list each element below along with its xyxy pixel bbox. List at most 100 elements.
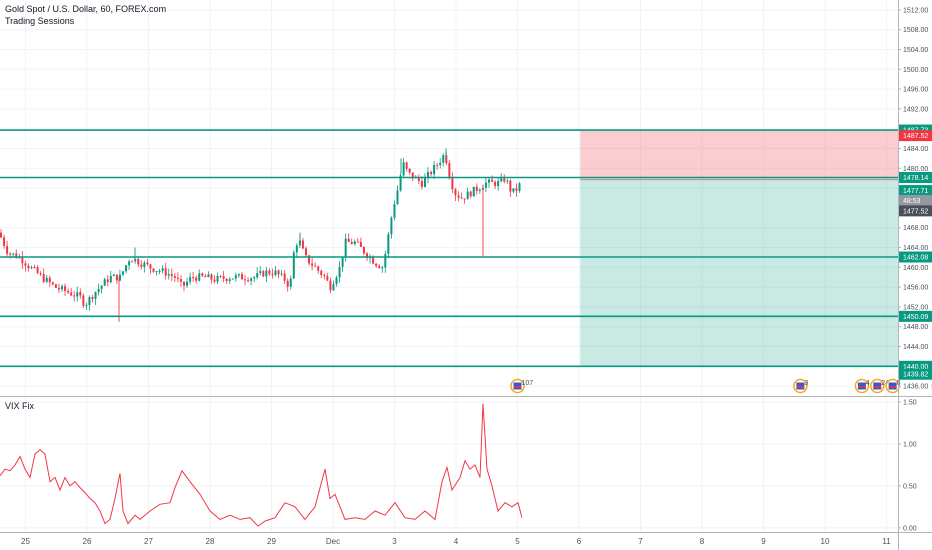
candle-body [24, 263, 27, 266]
time-tick-label: 6 [577, 537, 582, 546]
candle-body [448, 163, 451, 179]
candle-body [0, 232, 2, 238]
indicator-label: Trading Sessions [5, 16, 75, 26]
candle-body [381, 267, 384, 269]
candle-body [152, 268, 155, 272]
candle-body [149, 264, 152, 269]
price-tick-label: 1508.00 [903, 27, 928, 34]
candle-body [384, 253, 387, 268]
candle-body [359, 241, 362, 247]
candle-body [268, 270, 271, 275]
candle-body [317, 266, 320, 271]
price-axis-label: 1450.09 [903, 314, 928, 321]
time-tick-label: 5 [515, 537, 520, 546]
candle-body [509, 180, 512, 192]
candle-body [417, 176, 420, 181]
price-axis-label-box [899, 185, 932, 197]
candle-body [484, 182, 487, 188]
flag-icon-field [888, 382, 897, 390]
time-tick-label: 7 [638, 537, 643, 546]
price-tick-label: 1500.00 [903, 67, 928, 74]
price-axis-label-box [899, 130, 932, 142]
candle-body [33, 267, 36, 269]
candle-body [170, 274, 173, 276]
candle-body [430, 172, 433, 175]
candle-body [112, 274, 115, 276]
time-tick-label: 29 [267, 537, 276, 546]
candle-body [219, 276, 222, 278]
price-tick-label: 1444.00 [903, 344, 928, 351]
candle-body [347, 238, 350, 242]
vix-indicator-title: VIX Fix [5, 401, 35, 411]
candles [0, 148, 521, 322]
price-axis-label-box [899, 205, 932, 217]
candle-body [100, 285, 103, 289]
candle-body [216, 276, 219, 282]
vix-tick-label: 1.50 [903, 400, 917, 407]
candle-body [341, 257, 344, 267]
candle-body [305, 248, 307, 256]
candle-body [280, 273, 283, 275]
price-axis-label: 1487.52 [903, 133, 928, 140]
candle-body [231, 278, 234, 280]
candle-body [128, 261, 131, 266]
candle-body [228, 279, 231, 282]
candle-body [3, 237, 6, 246]
candle-body [396, 190, 399, 205]
price-tick-label: 1512.00 [903, 7, 928, 14]
candle-body [158, 270, 161, 272]
candle-body [353, 241, 356, 245]
candle-body [173, 275, 176, 278]
flag-icon-field [857, 382, 866, 390]
candle-body [301, 240, 304, 249]
candle-body [494, 181, 497, 187]
price-axis-label: 1477.52 [903, 208, 928, 215]
candle-body [48, 277, 51, 283]
price-axis-label-box [899, 368, 932, 380]
candle-body [54, 284, 57, 288]
price-tick-label: 1504.00 [903, 47, 928, 54]
candle-body [390, 217, 393, 235]
price-axis-label-box [899, 360, 932, 372]
candle-body [73, 295, 76, 297]
time-tick-label: 8 [700, 537, 705, 546]
stop-loss-zone [580, 130, 898, 180]
vix-fix-line [0, 403, 523, 527]
candle-body [478, 189, 481, 192]
candle-body [329, 280, 332, 291]
candle-body [88, 297, 91, 305]
price-axis-label-box [899, 172, 932, 184]
candle-body [137, 258, 140, 265]
chart-title: Gold Spot / U.S. Dollar, 60, FOREX.com [5, 4, 166, 14]
candle-body [64, 286, 67, 291]
candle-body [201, 273, 204, 276]
candle-body [79, 292, 82, 296]
candle-body [372, 257, 375, 264]
candle-body [9, 253, 12, 255]
candle-body [204, 275, 207, 278]
candle-body [234, 275, 237, 279]
candle-body [131, 261, 134, 263]
candle-body [411, 172, 414, 179]
candle-body [45, 277, 48, 282]
candle-body [393, 204, 396, 218]
flag-icon-field [873, 382, 882, 390]
candle-body [399, 175, 402, 191]
event-count-label: 4 [866, 380, 870, 387]
candle-body [82, 295, 85, 306]
candle-body [436, 164, 439, 166]
price-tick-label: 1460.00 [903, 265, 928, 272]
candle-body [314, 265, 317, 267]
price-axis-label: 1439.82 [903, 372, 928, 379]
event-count-label: 3 [804, 380, 808, 387]
price-axis-label-box [899, 310, 932, 322]
candle-body [427, 172, 429, 178]
candle-body [118, 274, 121, 281]
price-tick-label: 1480.00 [903, 166, 928, 173]
time-tick-label: Dec [326, 537, 340, 546]
candle-body [515, 188, 518, 191]
vix-tick-label: 1.00 [903, 441, 917, 448]
time-tick-label: 3 [392, 537, 397, 546]
candle-body [189, 277, 192, 282]
